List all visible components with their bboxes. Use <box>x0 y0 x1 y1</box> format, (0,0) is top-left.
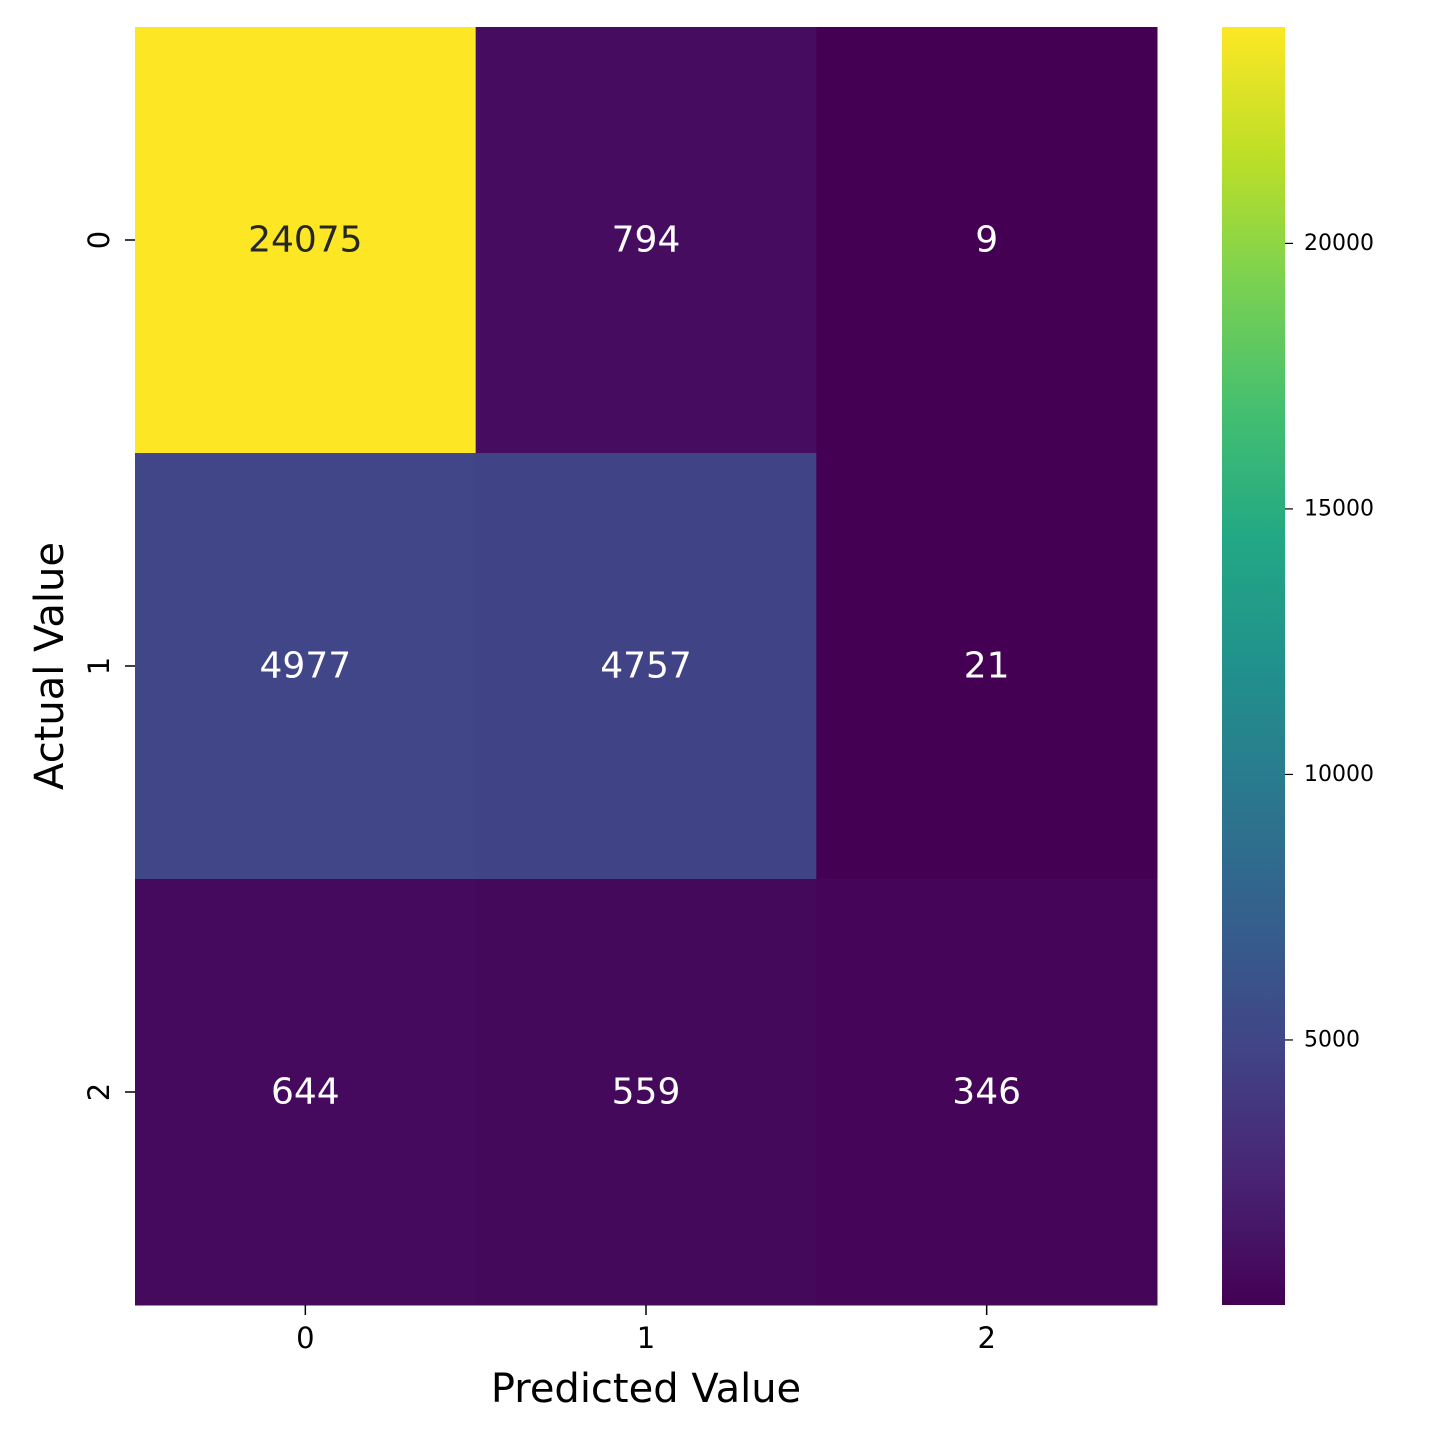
colorbar-ticks: 5000 10000 15000 20000 <box>1285 231 1374 1052</box>
y-tick-label-0: 0 <box>82 231 116 249</box>
cell-value-r2-c1: 559 <box>612 1072 681 1113</box>
heatmap-cell-r1-c0 <box>135 453 477 880</box>
cell-value-r1-c1: 4757 <box>600 646 692 687</box>
colorbar-tick-label-0: 5000 <box>1304 1027 1360 1052</box>
cell-annotations: 24075 794 9 4977 4757 21 644 559 346 <box>248 220 1021 1113</box>
x-tick-label-0: 0 <box>296 1321 314 1355</box>
colorbar: 5000 10000 15000 20000 <box>1222 27 1374 1305</box>
colorbar-gradient <box>1222 27 1285 1305</box>
cell-value-r2-c2: 346 <box>952 1072 1021 1113</box>
heatmap-cell-r2-c0 <box>135 879 477 1306</box>
x-axis: 0 1 2 <box>296 1305 996 1355</box>
cell-value-r2-c0: 644 <box>271 1072 340 1113</box>
colorbar-tick-label-2: 15000 <box>1304 496 1374 521</box>
y-tick-label-1: 1 <box>82 657 116 675</box>
cell-value-r1-c2: 21 <box>964 646 1010 687</box>
cell-value-r0-c2: 9 <box>975 220 998 261</box>
heatmap-cell-r1-c2 <box>816 453 1158 880</box>
heatmap-grid <box>135 27 1158 1306</box>
cell-value-r1-c0: 4977 <box>260 646 352 687</box>
heatmap-cell-r2-c2 <box>816 879 1158 1306</box>
x-tick-label-1: 1 <box>637 1321 655 1355</box>
heatmap-cell-r2-c1 <box>475 879 817 1306</box>
y-tick-label-2: 2 <box>82 1083 116 1101</box>
heatmap-cell-r0-c1 <box>475 27 817 454</box>
cell-value-r0-c1: 794 <box>612 220 681 261</box>
cell-value-r0-c0: 24075 <box>248 220 363 261</box>
heatmap-cell-r0-c0 <box>135 27 477 454</box>
y-axis-title: Actual Value <box>27 542 73 790</box>
colorbar-tick-label-3: 20000 <box>1304 231 1374 256</box>
x-axis-title: Predicted Value <box>491 1366 801 1412</box>
x-tick-label-2: 2 <box>977 1321 995 1355</box>
y-axis: 0 1 2 <box>82 231 135 1101</box>
heatmap-cell-r0-c2 <box>816 27 1158 454</box>
heatmap-cell-r1-c1 <box>475 453 817 880</box>
colorbar-tick-label-1: 10000 <box>1304 762 1374 787</box>
